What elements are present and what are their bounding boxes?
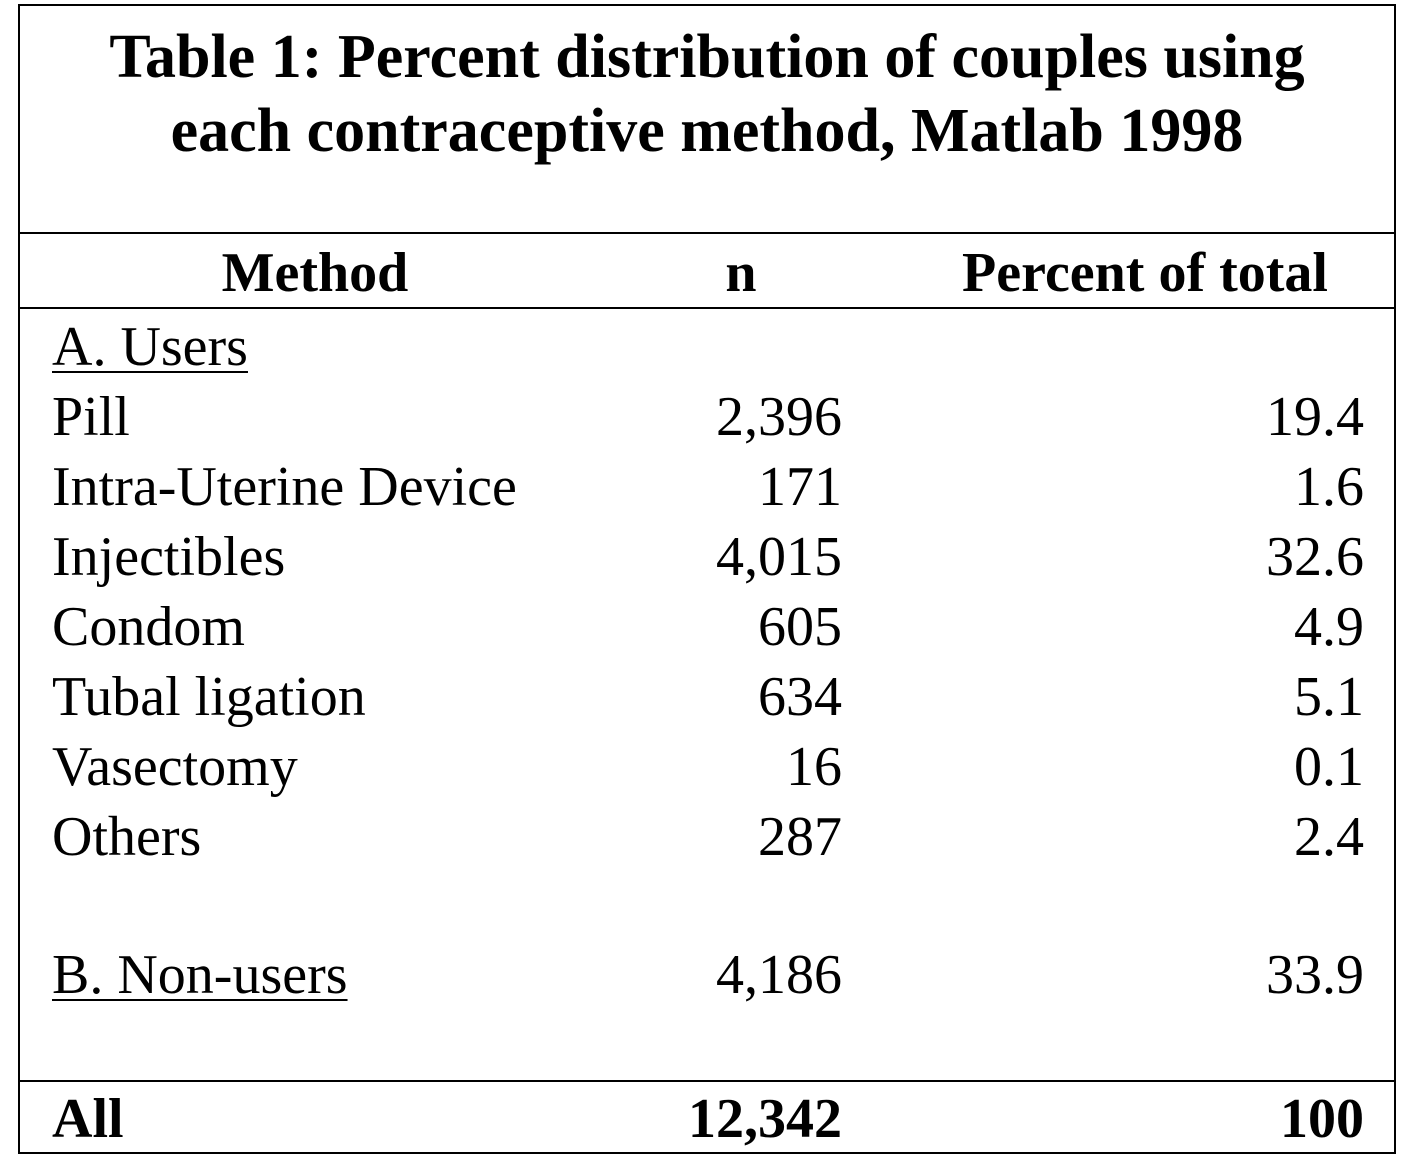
row-n: 2,396 [716, 386, 842, 448]
row-method: Others [52, 806, 202, 868]
total-divider [20, 1080, 1394, 1082]
row-n: 171 [758, 456, 842, 518]
table-row: Injectibles 4,015 32.6 [20, 522, 1394, 592]
row-method: Injectibles [52, 526, 286, 588]
section-a-heading-row: A. Users [20, 312, 1394, 382]
row-percent: 0.1 [1294, 736, 1364, 798]
column-header-method: Method [221, 242, 409, 304]
row-percent: 5.1 [1294, 666, 1364, 728]
section-a-label: A. Users [52, 316, 248, 378]
row-n: 4,015 [716, 526, 842, 588]
row-percent: 2.4 [1294, 806, 1364, 868]
column-header-n: n [725, 242, 757, 304]
table-title-line-2: each contraceptive method, Matlab 1998 [170, 97, 1244, 165]
table-row: Pill 2,396 19.4 [20, 382, 1394, 452]
row-n: 605 [758, 596, 842, 658]
header-divider [20, 307, 1394, 309]
table-row: Condom 605 4.9 [20, 592, 1394, 662]
table-header-row: Method n Percent of total [20, 242, 1394, 304]
row-percent: 4.9 [1294, 596, 1364, 658]
section-b-label: B. Non-users [52, 944, 348, 1006]
table-row: Others 287 2.4 [20, 802, 1394, 872]
row-percent: 32.6 [1266, 526, 1364, 588]
row-method: Tubal ligation [52, 666, 366, 728]
data-table: Table 1: Percent distribution of couples… [18, 4, 1396, 1154]
total-percent: 100 [1280, 1088, 1364, 1150]
column-header-percent: Percent of total [962, 242, 1328, 304]
row-method: Vasectomy [52, 736, 298, 798]
title-divider [20, 232, 1394, 234]
row-percent: 1.6 [1294, 456, 1364, 518]
total-n: 12,342 [688, 1088, 842, 1150]
row-n: 16 [786, 736, 842, 798]
table-title-line-1: Table 1: Percent distribution of couples… [109, 23, 1305, 91]
row-n: 634 [758, 666, 842, 728]
row-method: Pill [52, 386, 130, 448]
section-b-percent: 33.9 [1266, 944, 1364, 1006]
row-method: Intra-Uterine Device [52, 456, 517, 518]
section-b-n: 4,186 [716, 944, 842, 1006]
row-n: 287 [758, 806, 842, 868]
table-row: Intra-Uterine Device 171 1.6 [20, 452, 1394, 522]
row-method: Condom [52, 596, 245, 658]
table-title: Table 1: Percent distribution of couples… [20, 20, 1394, 168]
total-row: All 12,342 100 [20, 1084, 1394, 1154]
section-b-row: B. Non-users 4,186 33.9 [20, 940, 1394, 1010]
table-row: Vasectomy 16 0.1 [20, 732, 1394, 802]
table-row: Tubal ligation 634 5.1 [20, 662, 1394, 732]
total-label: All [52, 1088, 124, 1150]
row-percent: 19.4 [1266, 386, 1364, 448]
